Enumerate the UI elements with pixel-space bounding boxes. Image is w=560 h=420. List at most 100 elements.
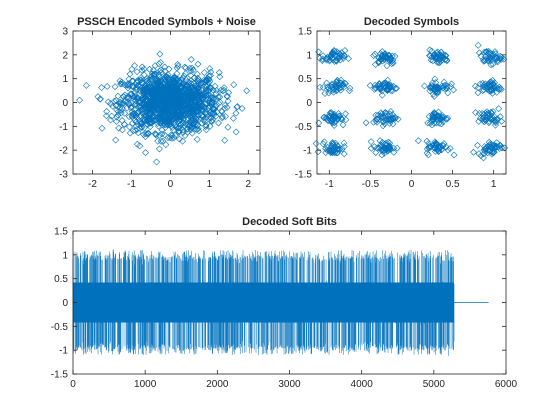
data-point bbox=[187, 106, 195, 114]
data-point bbox=[165, 98, 173, 106]
data-point bbox=[96, 95, 104, 103]
data-point bbox=[213, 86, 220, 94]
data-point bbox=[169, 99, 177, 107]
plot-area bbox=[76, 50, 251, 166]
data-point bbox=[431, 75, 439, 83]
data-point bbox=[167, 120, 175, 128]
data-point bbox=[145, 105, 153, 113]
data-point bbox=[487, 61, 495, 69]
data-point bbox=[450, 151, 458, 159]
data-point bbox=[214, 93, 222, 101]
data-point bbox=[186, 122, 194, 130]
data-point bbox=[387, 87, 395, 94]
data-point bbox=[174, 87, 182, 95]
data-point bbox=[334, 146, 342, 154]
y-tick-label: 1 bbox=[62, 74, 68, 85]
data-point bbox=[383, 85, 391, 93]
data-point bbox=[337, 86, 345, 94]
data-point bbox=[150, 106, 158, 114]
data-point bbox=[186, 94, 194, 102]
x-tick-label: 0 bbox=[70, 379, 76, 390]
data-point bbox=[379, 117, 387, 125]
data-point bbox=[346, 87, 353, 95]
data-point bbox=[470, 148, 477, 156]
data-point bbox=[121, 91, 129, 99]
plot-area bbox=[72, 249, 489, 356]
data-point bbox=[137, 74, 145, 81]
data-point bbox=[493, 54, 501, 62]
data-point bbox=[477, 52, 485, 60]
data-point bbox=[495, 143, 503, 151]
data-point bbox=[216, 93, 224, 101]
data-point bbox=[203, 89, 210, 97]
data-point bbox=[438, 146, 446, 154]
data-point bbox=[382, 52, 390, 60]
data-point bbox=[179, 137, 187, 145]
data-point bbox=[162, 96, 170, 103]
data-point bbox=[485, 83, 493, 90]
data-point bbox=[205, 83, 213, 91]
data-point bbox=[498, 53, 505, 61]
data-point bbox=[113, 106, 121, 114]
data-point bbox=[346, 84, 354, 92]
data-point bbox=[429, 57, 437, 65]
data-point bbox=[136, 88, 144, 95]
data-point bbox=[491, 145, 499, 152]
data-point bbox=[189, 84, 196, 92]
data-point bbox=[320, 138, 328, 146]
data-point bbox=[199, 94, 207, 101]
data-point bbox=[328, 50, 336, 58]
data-point bbox=[433, 49, 441, 57]
data-point bbox=[164, 79, 172, 87]
data-point bbox=[216, 73, 224, 81]
data-point bbox=[377, 84, 384, 92]
data-point bbox=[182, 105, 190, 113]
x-tick-label: 0 bbox=[409, 179, 415, 190]
data-point bbox=[366, 82, 374, 89]
data-point bbox=[177, 83, 185, 91]
data-point bbox=[155, 122, 162, 130]
data-point bbox=[145, 92, 153, 100]
data-point bbox=[472, 109, 480, 117]
data-point bbox=[481, 144, 489, 152]
data-point bbox=[497, 85, 505, 93]
data-point bbox=[319, 55, 327, 63]
plot-area bbox=[312, 41, 509, 162]
data-point bbox=[176, 108, 184, 116]
data-point bbox=[495, 105, 503, 113]
data-point bbox=[335, 52, 343, 60]
data-point bbox=[164, 121, 172, 129]
data-point bbox=[484, 56, 492, 64]
data-point bbox=[435, 147, 443, 155]
data-point bbox=[324, 53, 332, 61]
data-point bbox=[142, 149, 149, 157]
data-point bbox=[370, 52, 378, 59]
data-point bbox=[171, 132, 179, 139]
data-point bbox=[230, 81, 238, 89]
data-point bbox=[386, 110, 394, 118]
data-point bbox=[437, 53, 445, 60]
x-tick-label: -1 bbox=[325, 179, 334, 190]
data-point bbox=[127, 99, 135, 107]
data-point bbox=[160, 109, 168, 116]
data-point bbox=[138, 66, 146, 74]
data-point bbox=[337, 76, 345, 84]
x-tick-label: 1 bbox=[491, 179, 497, 190]
data-point bbox=[133, 68, 141, 76]
data-point bbox=[158, 130, 166, 138]
data-point bbox=[103, 83, 111, 90]
data-point bbox=[107, 116, 114, 124]
data-point bbox=[185, 86, 193, 94]
data-point bbox=[109, 102, 117, 110]
data-point bbox=[153, 158, 160, 166]
data-point bbox=[112, 101, 120, 109]
data-point bbox=[168, 76, 176, 84]
data-point bbox=[486, 111, 493, 119]
data-point bbox=[324, 116, 332, 124]
data-point bbox=[378, 110, 386, 118]
data-point bbox=[381, 149, 388, 157]
data-point bbox=[156, 119, 164, 127]
data-point bbox=[166, 88, 174, 96]
data-point bbox=[128, 83, 136, 91]
data-point bbox=[479, 79, 487, 87]
